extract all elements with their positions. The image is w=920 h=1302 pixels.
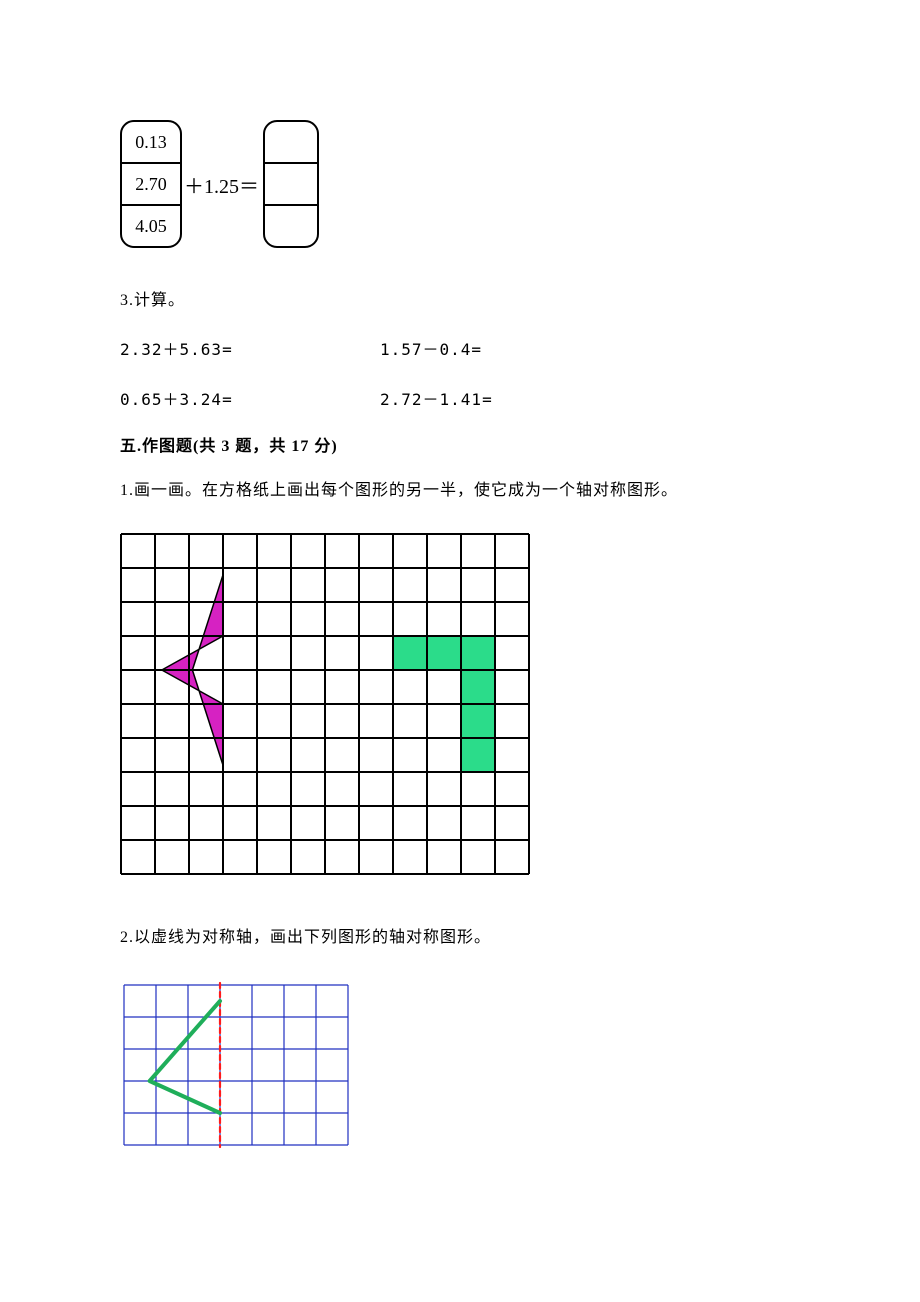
q5-2-text: 2.以虚线为对称轴，画出下列图形的轴对称图形。	[120, 925, 800, 951]
q3-headline: 3.计算。	[120, 288, 800, 314]
left-cell-2: 4.05	[122, 204, 180, 246]
calc-item-2: 0.65＋3.24=	[120, 386, 380, 410]
right-cell-0	[265, 122, 317, 162]
grid1-svg	[120, 533, 530, 875]
q5-2-grid-figure	[120, 981, 800, 1149]
operator-text: ＋1.25＝	[184, 170, 259, 199]
left-cell-0: 0.13	[122, 122, 180, 162]
equation-stack-figure: 0.13 2.70 4.05 ＋1.25＝	[120, 120, 800, 248]
q5-1-text: 1.画一画。在方格纸上画出每个图形的另一半，使它成为一个轴对称图形。	[120, 478, 800, 504]
section-5-title: 五.作图题(共 3 题，共 17 分)	[120, 432, 800, 456]
right-stack	[263, 120, 319, 248]
right-cell-2	[265, 204, 317, 246]
calc-item-0: 2.32＋5.63=	[120, 336, 380, 360]
calc-grid: 2.32＋5.63= 1.57－0.4= 0.65＋3.24= 2.72－1.4…	[120, 336, 800, 410]
right-cell-1	[265, 162, 317, 204]
calc-item-3: 2.72－1.41=	[380, 386, 640, 410]
calc-item-1: 1.57－0.4=	[380, 336, 640, 360]
q5-1-grid-figure	[120, 533, 800, 875]
grid2-svg	[120, 981, 352, 1149]
left-stack: 0.13 2.70 4.05	[120, 120, 182, 248]
left-cell-1: 2.70	[122, 162, 180, 204]
